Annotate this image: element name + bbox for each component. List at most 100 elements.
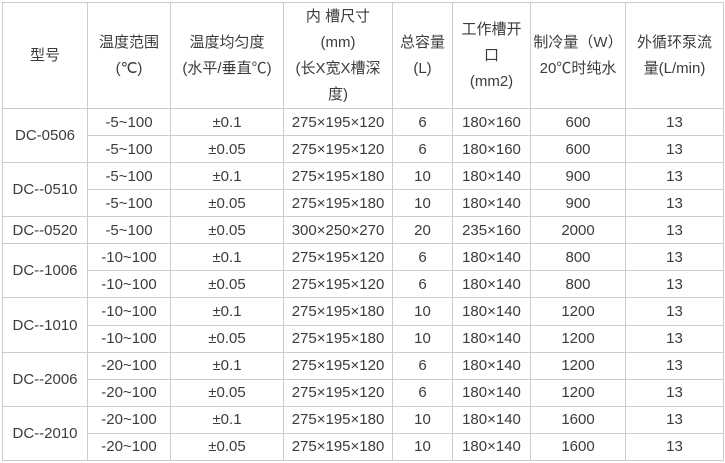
cell-temp-range: -5~100	[87, 189, 171, 218]
cell-pump-flow: 13	[625, 297, 724, 326]
col-header-cooling: 制冷量（W） 20℃时纯水	[530, 2, 626, 109]
col-header-model: 型号	[2, 2, 88, 109]
cell-cooling: 800	[530, 243, 626, 272]
cell-opening: 180×140	[452, 405, 531, 434]
cell-temp-range: -5~100	[87, 107, 171, 137]
col-header-uniformity: 温度均匀度 (水平/垂直℃)	[170, 2, 284, 109]
table-row: DC--2010 -20~100 ±0.1 275×195×180 10 180…	[2, 405, 724, 462]
table-row: -10~100 ±0.05 275×195×120 6 180×140 800 …	[3, 270, 724, 299]
table-row: -5~100 ±0.05 275×195×180 10 180×140 900 …	[3, 189, 724, 218]
cell-opening: 180×140	[452, 270, 531, 299]
cell-capacity: 10	[392, 297, 453, 326]
cell-capacity: 6	[392, 378, 453, 407]
table-row: -20~100 ±0.05 275×195×180 10 180×140 160…	[3, 432, 724, 462]
cell-cooling: 2000	[530, 216, 626, 245]
cell-temp-range: -10~100	[87, 324, 171, 353]
cell-cooling: 600	[530, 107, 626, 137]
cell-uniformity: ±0.05	[170, 270, 284, 299]
cell-uniformity: ±0.1	[170, 297, 284, 326]
cell-uniformity: ±0.05	[170, 324, 284, 353]
cell-capacity: 10	[392, 324, 453, 353]
cell-cooling: 1200	[530, 324, 626, 353]
cell-pump-flow: 13	[625, 243, 724, 272]
cell-model: DC--1010	[2, 297, 88, 353]
cell-pump-flow: 13	[625, 324, 724, 353]
table-row: DC--1010 -10~100 ±0.1 275×195×180 10 180…	[2, 297, 724, 353]
cell-tank-size: 275×195×180	[283, 189, 393, 218]
cell-tank-size: 275×195×180	[283, 405, 393, 434]
cell-opening: 180×140	[452, 324, 531, 353]
cell-capacity: 10	[392, 189, 453, 218]
cell-pump-flow: 13	[625, 405, 724, 434]
table-row: -10~100 ±0.05 275×195×180 10 180×140 120…	[3, 324, 724, 353]
cell-model: DC--2006	[2, 351, 88, 407]
cell-cooling: 1200	[530, 351, 626, 380]
col-header-pump-flow: 外循环泵流 量(L/min)	[625, 2, 724, 109]
cell-uniformity: ±0.05	[170, 432, 284, 462]
cell-capacity: 6	[392, 107, 453, 137]
cell-pump-flow: 13	[625, 135, 724, 164]
cell-capacity: 6	[392, 135, 453, 164]
cell-tank-size: 275×195×120	[283, 243, 393, 272]
cell-tank-size: 275×195×120	[283, 135, 393, 164]
table-row: -5~100 ±0.05 275×195×120 6 180×160 600 1…	[3, 135, 724, 164]
cell-tank-size: 275×195×120	[283, 378, 393, 407]
cell-uniformity: ±0.1	[170, 243, 284, 272]
header-row: 型号 温度范围 (℃) 温度均匀度 (水平/垂直℃) 内 槽尺寸 (mm) (长…	[2, 2, 724, 109]
cell-pump-flow: 13	[625, 162, 724, 191]
cell-capacity: 10	[392, 432, 453, 462]
cell-temp-range: -5~100	[87, 216, 171, 245]
table-row: -20~100 ±0.05 275×195×120 6 180×140 1200…	[3, 378, 724, 407]
cell-tank-size: 275×195×180	[283, 162, 393, 191]
cell-pump-flow: 13	[625, 351, 724, 380]
table-row: DC--0510 -5~100 ±0.1 275×195×180 10 180×…	[2, 162, 724, 218]
col-header-opening: 工作槽开 口 (mm2)	[452, 2, 531, 109]
cell-cooling: 1200	[530, 378, 626, 407]
cell-model: DC-0506	[2, 107, 88, 164]
cell-uniformity: ±0.1	[170, 107, 284, 137]
cell-capacity: 10	[392, 162, 453, 191]
cell-temp-range: -5~100	[87, 162, 171, 191]
cell-uniformity: ±0.05	[170, 189, 284, 218]
cell-tank-size: 275×195×120	[283, 270, 393, 299]
table-row: DC--2006 -20~100 ±0.1 275×195×120 6 180×…	[2, 351, 724, 407]
cell-model: DC--0520	[2, 216, 88, 245]
cell-opening: 180×160	[452, 135, 531, 164]
cell-model: DC--2010	[2, 405, 88, 462]
cell-capacity: 6	[392, 243, 453, 272]
cell-cooling: 800	[530, 270, 626, 299]
cell-capacity: 10	[392, 405, 453, 434]
cell-temp-range: -20~100	[87, 378, 171, 407]
cell-opening: 180×140	[452, 297, 531, 326]
cell-pump-flow: 13	[625, 432, 724, 462]
cell-opening: 180×140	[452, 378, 531, 407]
cell-model: DC--0510	[2, 162, 88, 218]
cell-temp-range: -10~100	[87, 243, 171, 272]
cell-capacity: 6	[392, 270, 453, 299]
cell-opening: 180×160	[452, 107, 531, 137]
cell-opening: 180×140	[452, 189, 531, 218]
cell-temp-range: -10~100	[87, 270, 171, 299]
cell-opening: 235×160	[452, 216, 531, 245]
cell-cooling: 1600	[530, 405, 626, 434]
col-header-capacity: 总容量 (L)	[392, 2, 453, 109]
cell-tank-size: 275×195×120	[283, 351, 393, 380]
cell-tank-size: 275×195×120	[283, 107, 393, 137]
cell-pump-flow: 13	[625, 189, 724, 218]
cell-cooling: 1200	[530, 297, 626, 326]
cell-tank-size: 300×250×270	[283, 216, 393, 245]
cell-capacity: 6	[392, 351, 453, 380]
cell-temp-range: -10~100	[87, 297, 171, 326]
cell-temp-range: -5~100	[87, 135, 171, 164]
cell-uniformity: ±0.1	[170, 351, 284, 380]
cell-cooling: 900	[530, 189, 626, 218]
cell-uniformity: ±0.05	[170, 216, 284, 245]
cell-pump-flow: 13	[625, 216, 724, 245]
col-header-temp-range: 温度范围 (℃)	[87, 2, 171, 109]
cell-pump-flow: 13	[625, 270, 724, 299]
cell-cooling: 900	[530, 162, 626, 191]
cell-temp-range: -20~100	[87, 405, 171, 434]
table-row: DC--0520 -5~100 ±0.05 300×250×270 20 235…	[2, 216, 724, 245]
cell-cooling: 1600	[530, 432, 626, 462]
